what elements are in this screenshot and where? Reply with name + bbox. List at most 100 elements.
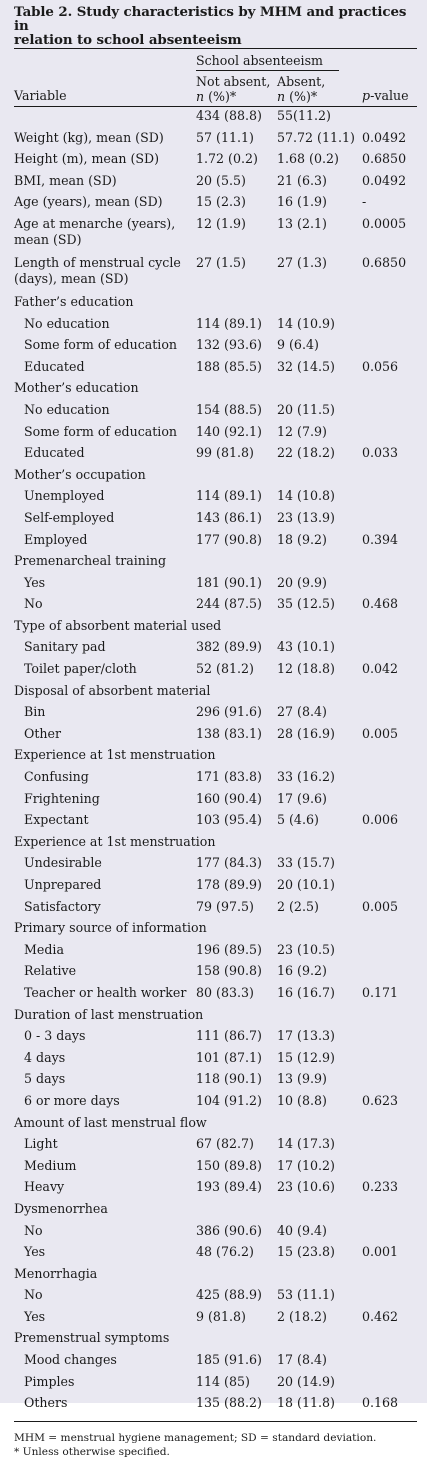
table-row: No education 114 (89.1) 14 (10.9) [14, 315, 417, 337]
p-value [362, 703, 417, 725]
p-value: 0.462 [362, 1308, 399, 1324]
absent-value: 27 (8.4) [277, 704, 327, 720]
p-value [362, 1351, 417, 1373]
absent-value [277, 1265, 362, 1287]
not-absent-value [196, 293, 277, 315]
not-absent-value: 111 (86.7) [196, 1028, 262, 1044]
p-value [362, 1070, 417, 1092]
footnote-unless-specified: * Unless otherwise specified. [14, 1445, 170, 1458]
absent-value: 14 (10.8) [277, 488, 335, 504]
not-absent-value: 114 (89.1) [196, 488, 262, 504]
header-rule [14, 106, 417, 107]
variable-column-header: Variable [14, 88, 67, 103]
p-value [362, 1027, 417, 1049]
p-value: 0.468 [362, 596, 399, 612]
not-absent-value: 48 (76.2) [196, 1244, 254, 1260]
absent-value [277, 746, 362, 768]
absent-value [277, 552, 362, 574]
footnotes: MHM = menstrual hygiene management; SD =… [14, 1422, 417, 1459]
row-label: Toilet paper/cloth [24, 661, 137, 677]
absent-value: 12 (18.8) [277, 661, 335, 677]
p-value [362, 1373, 417, 1395]
absent-column-header: Absent, n (%)* [277, 74, 326, 104]
p-value [362, 423, 417, 445]
row-label: No [24, 1287, 43, 1303]
absent-value [277, 293, 362, 315]
absent-value [277, 1329, 362, 1351]
not-absent-value: 27 (1.5) [196, 254, 246, 270]
absent-value: 28 (16.9) [277, 725, 335, 741]
p-value: 0.623 [362, 1092, 399, 1108]
table-row: Toilet paper/cloth 52 (81.2) 12 (18.8) 0.04… [14, 660, 417, 682]
category-row: Menorrhagia [14, 1265, 417, 1287]
table-row: Satisfactory 79 (97.5) 2 (2.5) 0.005 [14, 898, 417, 920]
p-value: 0.033 [362, 445, 399, 461]
row-label [14, 107, 196, 129]
table-row: Pimples 114 (85) 20 (14.9) [14, 1373, 417, 1395]
row-label: No [24, 1222, 43, 1238]
absent-value: 20 (11.5) [277, 401, 335, 417]
absent-value: 17 (9.6) [277, 790, 327, 806]
row-label: Some form of education [24, 337, 178, 353]
absent-value: 27 (1.3) [277, 254, 327, 270]
row-label: Undesirable [24, 855, 102, 871]
p-value: 0.005 [362, 725, 399, 741]
p-value [362, 1157, 417, 1179]
not-absent-value: 171 (83.8) [196, 769, 262, 785]
absent-value [277, 466, 362, 488]
absent-value [277, 1200, 362, 1222]
table-row: Mood changes 185 (91.6) 17 (8.4) [14, 1351, 417, 1373]
row-label: Sanitary pad [24, 639, 106, 655]
row-label: Unemployed [24, 488, 105, 504]
absent-value: 23 (13.9) [277, 509, 335, 525]
not-absent-value: 99 (81.8) [196, 445, 254, 461]
table-row: No 386 (90.6) 40 (9.4) [14, 1222, 417, 1244]
not-absent-value: 132 (93.6) [196, 337, 262, 353]
category-row: Experience at 1st menstruation [14, 833, 417, 855]
not-absent-value: 177 (90.8) [196, 531, 262, 547]
row-label: Yes [24, 1244, 46, 1260]
row-label: Length of menstrual cycle (days), mean (… [14, 254, 181, 286]
table-row: Age (years), mean (SD) 15 (2.3) 16 (1.9) - [14, 193, 417, 215]
row-label: Some form of education [24, 423, 178, 439]
row-label: Employed [24, 531, 88, 547]
row-label: Primary source of information [14, 920, 207, 936]
table-row: Teacher or health worker 80 (83.3) 16 (16.… [14, 984, 417, 1006]
not-absent-value: 20 (5.5) [196, 172, 246, 188]
table-row: Frightening 160 (90.4) 17 (9.6) [14, 790, 417, 812]
table-row: No 244 (87.5) 35 (12.5) 0.468 [14, 595, 417, 617]
absent-value [277, 379, 362, 401]
table-row: No education 154 (88.5) 20 (11.5) [14, 401, 417, 423]
table-row: 434 (88.8) 55(11.2) [14, 107, 417, 129]
table-row: No 425 (88.9) 53 (11.1) [14, 1286, 417, 1308]
table-body: 434 (88.8) 55(11.2) Weight (kg), mean (SD)… [14, 107, 417, 1416]
absent-value: 13 (2.1) [277, 215, 327, 231]
absent-value: 43 (10.1) [277, 639, 335, 655]
row-label: BMI, mean (SD) [14, 172, 117, 188]
p-value [362, 854, 417, 876]
p-value [362, 876, 417, 898]
p-value: 0.0492 [362, 172, 407, 188]
row-label: Others [24, 1395, 68, 1411]
row-label: Age (years), mean (SD) [14, 194, 163, 210]
table-row: 4 days 101 (87.1) 15 (12.9) [14, 1049, 417, 1071]
not-absent-value: 150 (89.8) [196, 1157, 262, 1173]
absent-value [277, 1006, 362, 1028]
not-absent-value: 15 (2.3) [196, 194, 246, 210]
absent-value: 57.72 (11.1) [277, 129, 355, 145]
p-value: 0.6850 [362, 254, 407, 270]
p-value [362, 941, 417, 963]
not-absent-value [196, 1006, 277, 1028]
row-label: Amount of last menstrual flow [14, 1114, 207, 1130]
p-value [362, 962, 417, 984]
p-value: 0.6850 [362, 151, 407, 167]
absent-value: 12 (7.9) [277, 423, 327, 439]
not-absent-value [196, 1265, 277, 1287]
p-value [362, 1114, 417, 1136]
table-row: Yes 48 (76.2) 15 (23.8) 0.001 [14, 1243, 417, 1265]
school-absenteeism-header: School absenteeism [196, 49, 362, 72]
table-row: 0 - 3 days 111 (86.7) 17 (13.3) [14, 1027, 417, 1049]
not-absent-value: 158 (90.8) [196, 963, 262, 979]
p-value [362, 509, 417, 531]
p-value [362, 1135, 417, 1157]
